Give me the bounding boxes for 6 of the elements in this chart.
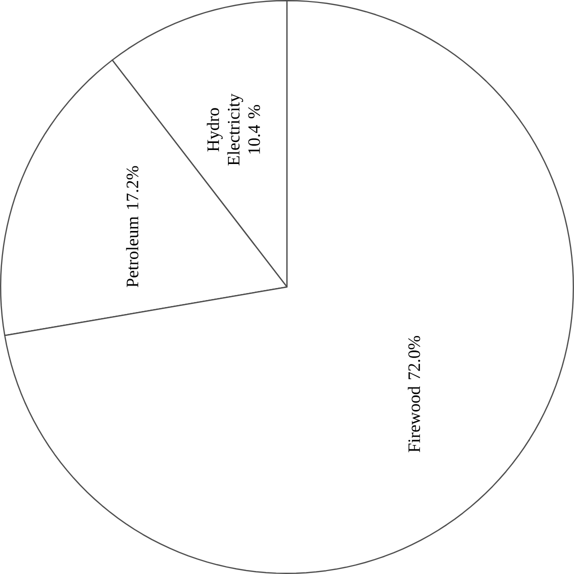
slice-label: Petroleum (126, 216, 138, 288)
data-label: 72.0% (408, 336, 420, 380)
data-label: 17.2% (126, 166, 138, 209)
slice-label: Firewood (408, 386, 420, 452)
slice-label: Hydro Electricity (206, 94, 244, 166)
data-label: 10.4 % (248, 104, 260, 154)
